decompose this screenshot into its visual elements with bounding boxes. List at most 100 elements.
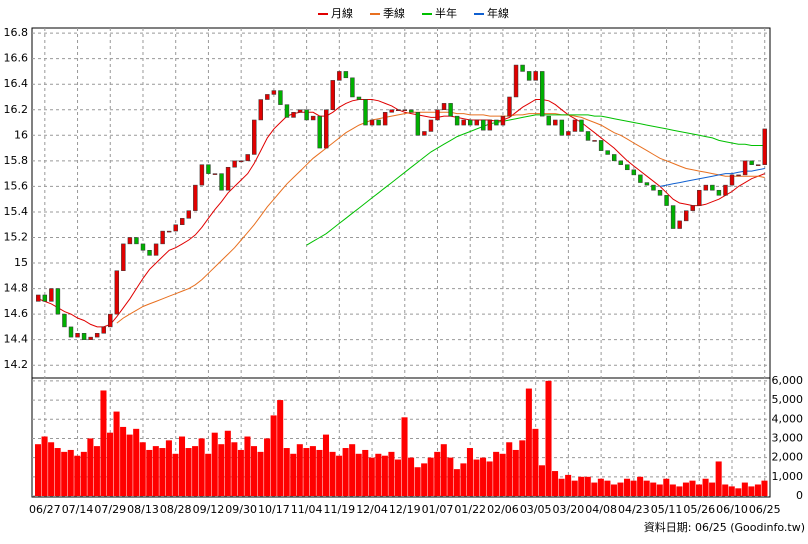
volume-bar — [519, 440, 526, 496]
candle-body — [677, 220, 682, 229]
volume-bar — [617, 482, 624, 496]
candle-body — [389, 109, 394, 113]
volume-bar — [735, 488, 742, 496]
volume-bar — [342, 448, 349, 496]
volume-bar — [322, 434, 330, 496]
volume-bar — [637, 476, 644, 496]
candle-body — [409, 109, 414, 113]
candle-body — [500, 115, 506, 126]
volume-bar — [702, 478, 709, 496]
legend-label: 年線 — [487, 6, 509, 20]
volume-bar — [113, 411, 120, 496]
volume-bar — [139, 442, 146, 496]
volume-bar — [682, 482, 689, 496]
x-tick-label: 01/07 — [422, 503, 454, 516]
volume-bar — [296, 444, 303, 496]
y-tick-label: 14.2 — [4, 358, 29, 371]
volume-bar — [722, 484, 729, 496]
candle-body — [291, 112, 296, 118]
volume-bar — [224, 430, 231, 496]
candle-body — [605, 150, 610, 155]
candle-body — [683, 210, 689, 222]
candle-body — [494, 119, 499, 126]
candle-body — [238, 160, 244, 163]
candle-body — [304, 109, 309, 121]
volume-bar — [290, 453, 297, 496]
volume-bar — [336, 455, 343, 496]
volume-bar — [545, 380, 552, 496]
x-tick-label: 06/27 — [29, 503, 61, 516]
candle-body — [121, 243, 126, 271]
candle-body — [553, 119, 558, 126]
candle-body — [448, 103, 453, 117]
volume-bar — [185, 448, 192, 496]
candle-body — [101, 326, 106, 334]
volume-bar — [375, 453, 382, 496]
volume-bar — [473, 459, 480, 496]
candle-body — [278, 90, 283, 105]
candle-body — [343, 71, 349, 79]
candle-body — [533, 71, 538, 81]
volume-bar — [591, 482, 598, 496]
volume-bar — [388, 451, 395, 496]
candle-body — [513, 64, 519, 98]
volume-bar — [434, 451, 441, 496]
candle-body — [310, 115, 316, 121]
y-tick-label: 14.4 — [4, 333, 29, 346]
x-tick-label: 09/12 — [193, 503, 225, 516]
volume-bar — [525, 388, 532, 496]
candle-body — [68, 326, 74, 338]
volume-bar — [453, 469, 460, 496]
candle-body — [114, 270, 120, 315]
x-tick-label: 06/25 — [749, 503, 781, 516]
volume-bar — [211, 432, 218, 496]
volume-bar — [381, 455, 388, 496]
y-tick-label: 16.8 — [4, 26, 29, 39]
volume-bar — [584, 476, 591, 496]
candle-body — [585, 131, 591, 141]
x-tick-label: 07/14 — [62, 503, 94, 516]
volume-bar — [499, 453, 506, 496]
volume-bar — [486, 461, 493, 496]
volume-bar — [761, 480, 768, 496]
candle-body — [703, 184, 709, 191]
y-tick-label: 15 — [14, 256, 28, 269]
candle-body — [219, 173, 224, 191]
x-tick-label: 11/19 — [323, 503, 355, 516]
candle-body — [474, 119, 479, 126]
volume-bar — [696, 484, 703, 496]
volume-bar — [558, 478, 565, 496]
volume-bar — [48, 442, 55, 496]
candle-body — [49, 288, 54, 302]
ma-line — [116, 111, 765, 324]
candle-body — [625, 164, 630, 171]
x-tick-label: 12/19 — [389, 503, 421, 516]
x-tick-label: 06/10 — [716, 503, 748, 516]
volume-bar — [460, 463, 467, 496]
volume-bar — [466, 448, 473, 496]
candle-body — [62, 313, 67, 328]
volume-bar — [41, 436, 48, 496]
y-tick-label: 15.2 — [4, 230, 29, 243]
y2-tick-label: 5,000 — [772, 393, 804, 406]
candle-body — [670, 205, 676, 229]
candle-body — [468, 119, 473, 126]
candle-body — [160, 230, 165, 245]
volume-bar — [283, 448, 290, 496]
candle-body — [258, 99, 264, 121]
y-tick-label: 15.4 — [4, 205, 29, 218]
candle-body — [415, 112, 421, 136]
y-tick-label: 14.8 — [4, 282, 29, 295]
candle-body — [337, 71, 342, 81]
candle-body — [382, 112, 388, 126]
candle-body — [232, 160, 237, 168]
candle-body — [245, 154, 250, 162]
candle-body — [631, 169, 637, 176]
y2-tick-label: 4,000 — [772, 412, 804, 425]
candle-body — [435, 109, 440, 121]
volume-bar — [159, 448, 166, 496]
candle-body — [193, 184, 198, 211]
x-tick-label: 05/11 — [651, 503, 683, 516]
candle-body — [330, 80, 335, 111]
volume-bar — [93, 446, 100, 496]
